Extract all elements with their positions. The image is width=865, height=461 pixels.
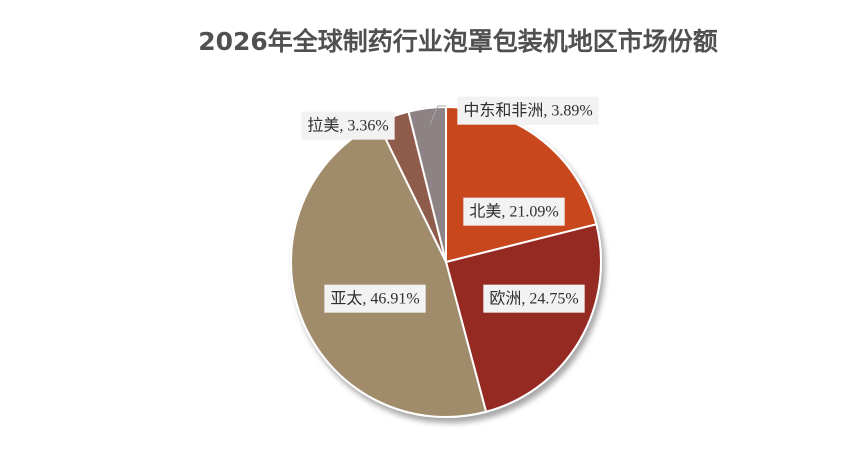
data-label: 亚太, 46.91%: [330, 290, 419, 308]
pie: [290, 105, 602, 418]
leader-line: [429, 105, 446, 125]
pie-slice: [407, 105, 447, 263]
data-label: 北美, 21.09%: [469, 203, 558, 221]
label-background: [324, 284, 426, 313]
label-background: [483, 284, 585, 313]
data-label: 中东和非洲, 3.89%: [463, 102, 592, 120]
labels: 北美, 21.09% 欧洲, 24.75% 亚太, 46.91% 拉美, 3.36% 中…: [301, 96, 599, 313]
data-label: 欧洲, 24.75%: [489, 290, 578, 308]
label-background: [463, 197, 565, 226]
chart-title: 2026年全球制药行业泡罩包装机地区市场份额: [198, 27, 718, 56]
label-background: [301, 111, 395, 140]
label-background: [457, 96, 599, 125]
data-label: 拉美, 3.36%: [307, 117, 388, 135]
pie-slice: [444, 223, 602, 413]
pie-slice: [290, 121, 488, 418]
